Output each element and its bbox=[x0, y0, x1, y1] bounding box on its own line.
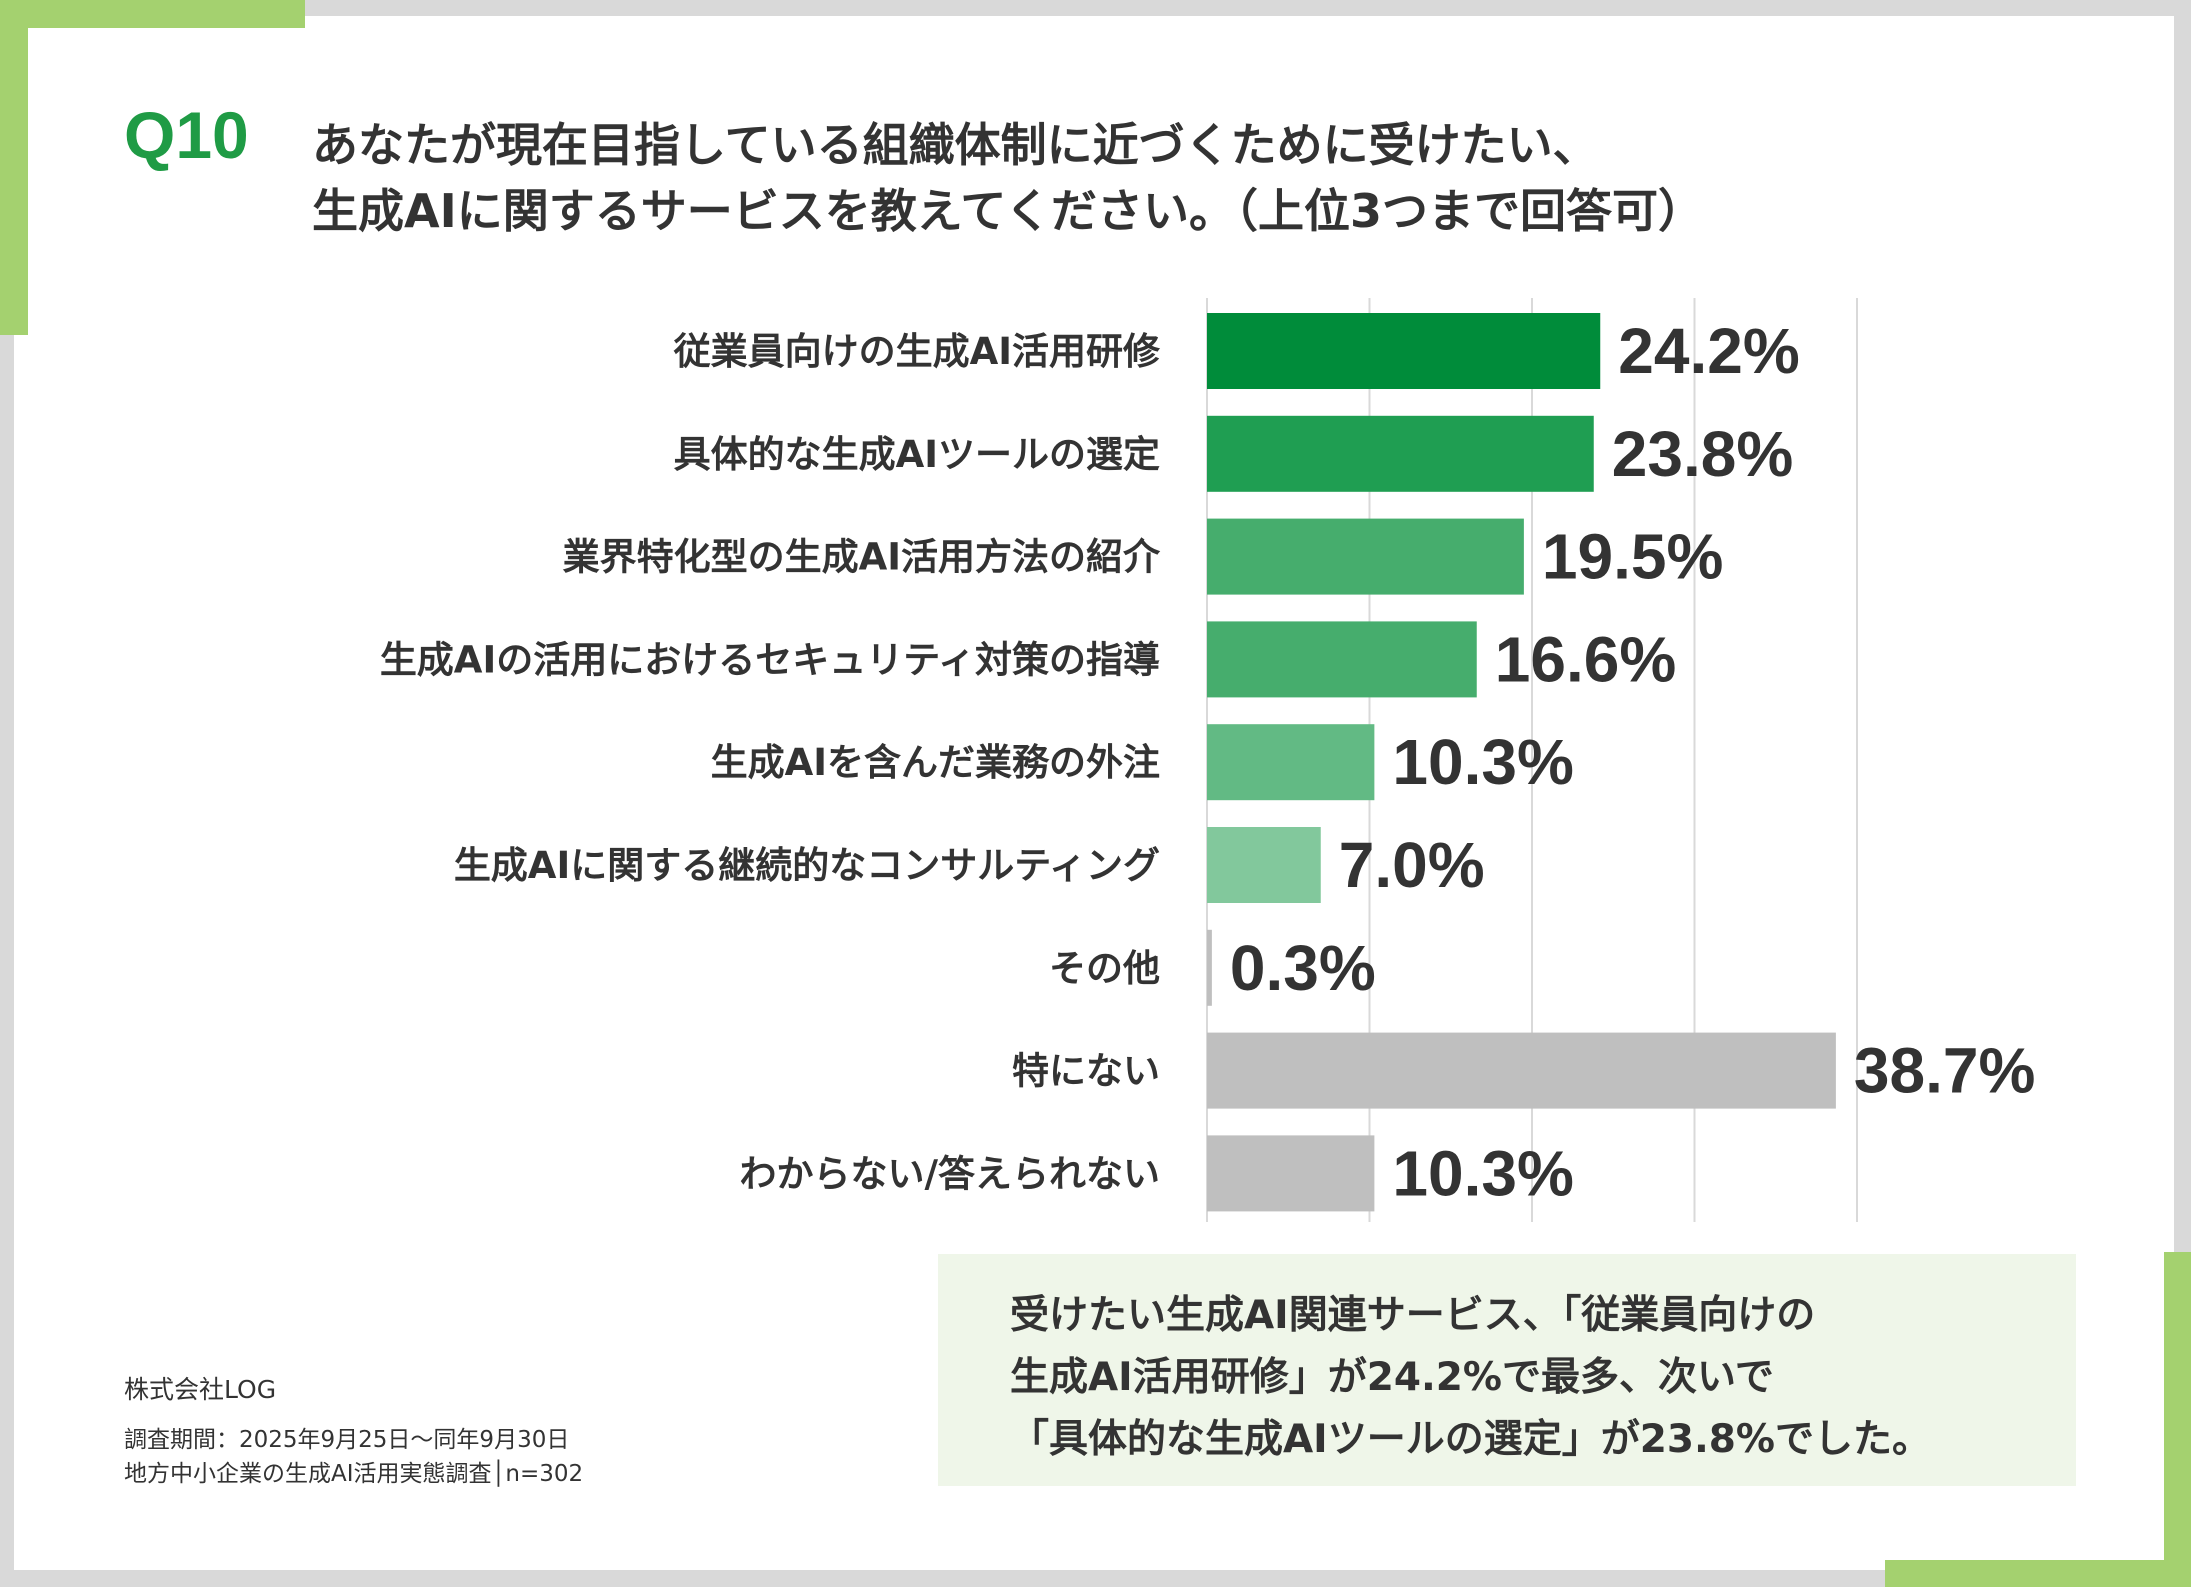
bar bbox=[1207, 313, 1601, 389]
value-label: 16.6% bbox=[1495, 623, 1676, 695]
category-label: 生成AIを含んだ業務の外注 bbox=[711, 741, 1160, 784]
note-line-2: 生成AI活用研修」が24.2%で最多、次いで bbox=[1010, 1355, 1774, 1400]
survey-period: 調査期間：2025年9月25日～同年9月30日 bbox=[124, 1427, 570, 1453]
bar bbox=[1207, 1032, 1836, 1109]
category-label: 業界特化型の生成AI活用方法の紹介 bbox=[563, 536, 1161, 579]
value-label: 38.7% bbox=[1854, 1035, 2035, 1107]
corner-accent-right bbox=[2164, 1252, 2191, 1587]
bar bbox=[1207, 1135, 1375, 1212]
note-line-1: 受けたい生成AI関連サービス、「従業員向けの bbox=[1010, 1293, 1816, 1338]
question-line-2: 生成AIに関するサービスを教えてください。（上位3つまで回答可） bbox=[312, 184, 1705, 238]
bar bbox=[1207, 518, 1524, 595]
bar bbox=[1207, 827, 1321, 903]
value-label: 0.3% bbox=[1230, 932, 1376, 1004]
category-label: その他 bbox=[1049, 947, 1160, 990]
corner-accent-top-left bbox=[0, 0, 305, 28]
bar bbox=[1207, 621, 1477, 698]
bar bbox=[1207, 415, 1594, 492]
category-label: 生成AIに関する継続的なコンサルティング bbox=[454, 844, 1160, 887]
value-label: 7.0% bbox=[1339, 829, 1485, 901]
note-line-3: 「具体的な生成AIツールの選定」が23.8%でした。 bbox=[1010, 1417, 1931, 1462]
corner-accent-bottom-right bbox=[1885, 1560, 2191, 1587]
category-label: 具体的な生成AIツールの選定 bbox=[674, 433, 1160, 476]
value-label: 19.5% bbox=[1542, 521, 1723, 593]
category-label: 特にない bbox=[1012, 1050, 1160, 1093]
survey-name: 地方中小企業の生成AI活用実態調査│n=302 bbox=[124, 1461, 584, 1487]
company-name: 株式会社LOG bbox=[124, 1375, 277, 1404]
value-label: 10.3% bbox=[1392, 726, 1573, 798]
category-label: 生成AIの活用におけるセキュリティ対策の指導 bbox=[380, 638, 1160, 681]
category-label: 従業員向けの生成AI活用研修 bbox=[673, 330, 1161, 373]
corner-accent-left bbox=[0, 0, 28, 335]
value-label: 10.3% bbox=[1392, 1137, 1573, 1209]
summary-note: 受けたい生成AI関連サービス、「従業員向けの 生成AI活用研修」が24.2%で最… bbox=[938, 1254, 2076, 1486]
bar bbox=[1207, 929, 1212, 1006]
question-line-1: あなたが現在目指している組織体制に近づくために受けたい、 bbox=[312, 118, 1599, 172]
category-label: わからない/答えられない bbox=[739, 1152, 1160, 1195]
bar bbox=[1207, 724, 1375, 801]
value-label: 24.2% bbox=[1618, 315, 1799, 387]
question-text: あなたが現在目指している組織体制に近づくために受けたい、 生成AIに関するサービ… bbox=[312, 112, 1704, 244]
question-number: Q10 bbox=[124, 98, 249, 172]
value-label: 23.8% bbox=[1612, 418, 1793, 490]
